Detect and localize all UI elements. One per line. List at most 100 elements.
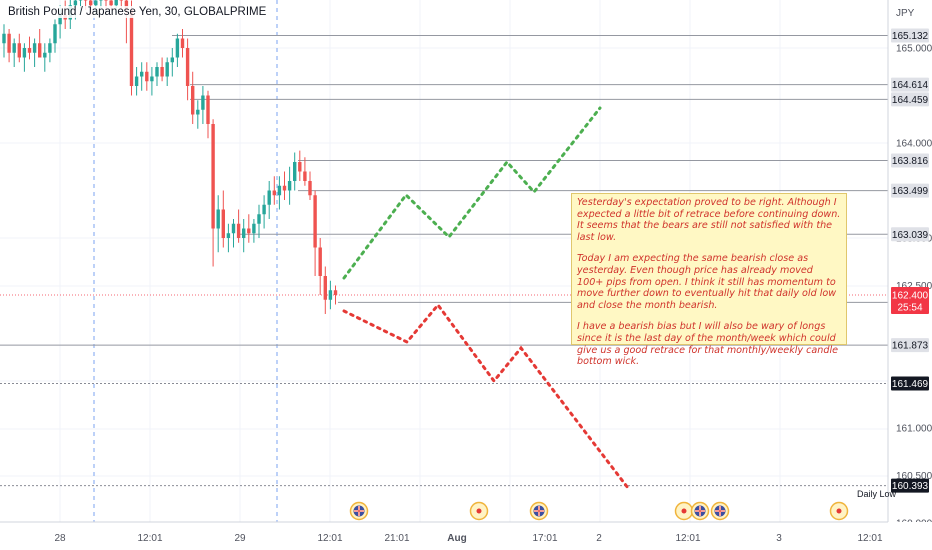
candle-body (287, 181, 292, 191)
price-level-tag: 164.459 (891, 92, 929, 107)
candle (216, 195, 220, 253)
candle (277, 176, 282, 210)
candle-body (277, 185, 282, 196)
price-level-tag-text: 160.393 (892, 481, 929, 492)
candle-body (196, 109, 200, 115)
candle (196, 100, 200, 129)
candle (7, 29, 11, 63)
note-paragraph: Yesterday's expectation proved to be rig… (577, 197, 841, 243)
candle-body (89, 0, 93, 6)
x-tick-label: 28 (54, 533, 66, 544)
candle (201, 86, 205, 124)
candle (328, 280, 333, 310)
candle (211, 119, 215, 267)
price-level-tag: 163.499 (891, 183, 929, 198)
candle (252, 219, 256, 243)
day-separators (93, 0, 278, 522)
candle (145, 62, 149, 91)
price-level-tag-text: 161.469 (892, 379, 929, 390)
candle-body (165, 62, 169, 77)
daily-low-label: Daily Low (857, 489, 897, 499)
candle (333, 285, 338, 305)
candlesticks (2, 0, 338, 314)
candle (150, 67, 154, 96)
x-tick-label: 29 (234, 533, 246, 544)
price-axis-level-labels: 165.132 164.614 164.459 163.816 163.499 163.0… (891, 28, 929, 493)
projection-paths (342, 106, 630, 490)
countdown-text: 25:54 (897, 303, 922, 314)
candle-body (48, 43, 52, 53)
candle-body (119, 0, 123, 1)
candle-body (43, 52, 47, 58)
candle-body (206, 95, 210, 124)
y-tick-label: 164.000 (896, 139, 932, 150)
candle (165, 57, 169, 86)
x-tick-label: 12:01 (857, 533, 882, 544)
x-tick-label: Aug (447, 533, 466, 544)
candle-body (32, 43, 37, 53)
current-price-text: 162.400 (892, 291, 929, 302)
price-level-tag-bg (891, 376, 929, 391)
candle (180, 29, 185, 58)
candle-body (328, 290, 333, 300)
candle-body (175, 38, 180, 58)
price-level-tag-text: 163.499 (892, 186, 929, 197)
candle-body (242, 228, 246, 238)
price-level-tag: 165.132 (891, 28, 929, 43)
candle (160, 57, 164, 82)
event-dot (836, 508, 842, 514)
candle (308, 171, 312, 200)
candle (293, 152, 297, 191)
candle-body (185, 48, 190, 86)
candle-body (201, 95, 205, 110)
y-tick-label: 160.500 (896, 471, 932, 482)
price-level-tag-text: 164.614 (892, 80, 929, 91)
bullish-projection-path (342, 106, 602, 280)
candle (323, 266, 327, 314)
y-tick-label: 162.500 (896, 281, 932, 292)
candle-body (267, 190, 271, 205)
x-tick-label: 12:01 (137, 533, 162, 544)
candle-body (160, 67, 164, 77)
event-dot (476, 508, 482, 514)
x-tick-label: 17:01 (532, 533, 557, 544)
candle-body (191, 86, 195, 115)
economic-event-icon (529, 501, 549, 521)
candle (48, 38, 52, 63)
price-level-tag-bg (891, 92, 929, 107)
candle (206, 90, 210, 139)
time-axis-ticks: 28 12:01 29 12:01 21:01 Aug 17:01 2 12:01 3 12:01 (54, 533, 883, 544)
price-level-tag-bg (891, 338, 929, 353)
candle (221, 190, 225, 248)
candle (287, 166, 292, 205)
candle-body (27, 48, 32, 53)
candle-body (38, 43, 42, 58)
candle-body (2, 33, 6, 44)
candle (134, 67, 139, 96)
price-level-tag: 161.469 (891, 376, 929, 391)
price-level-tag: 164.614 (891, 77, 929, 92)
candle-body (333, 290, 338, 295)
price-level-tag: 160.393 (891, 478, 929, 493)
candle-body (114, 0, 118, 6)
candle (32, 38, 37, 67)
candle-body (323, 276, 327, 300)
candle-body (104, 0, 108, 1)
candle-body (313, 195, 317, 248)
candle (155, 62, 159, 86)
candle (272, 176, 276, 205)
candle-body (221, 209, 225, 238)
candle-body (129, 10, 134, 86)
analysis-note[interactable]: Yesterday's expectation proved to be rig… (571, 193, 847, 367)
candle (43, 43, 47, 72)
candle-body (236, 223, 241, 238)
candle-body (58, 14, 62, 25)
economic-event-icon (690, 501, 710, 521)
currency-label: JPY (896, 8, 915, 19)
price-level-tag-bg (891, 77, 929, 92)
x-tick-label: 2 (596, 533, 602, 544)
candle (226, 223, 231, 253)
y-tick-label: 165.000 (896, 44, 932, 55)
candle (27, 36, 32, 60)
